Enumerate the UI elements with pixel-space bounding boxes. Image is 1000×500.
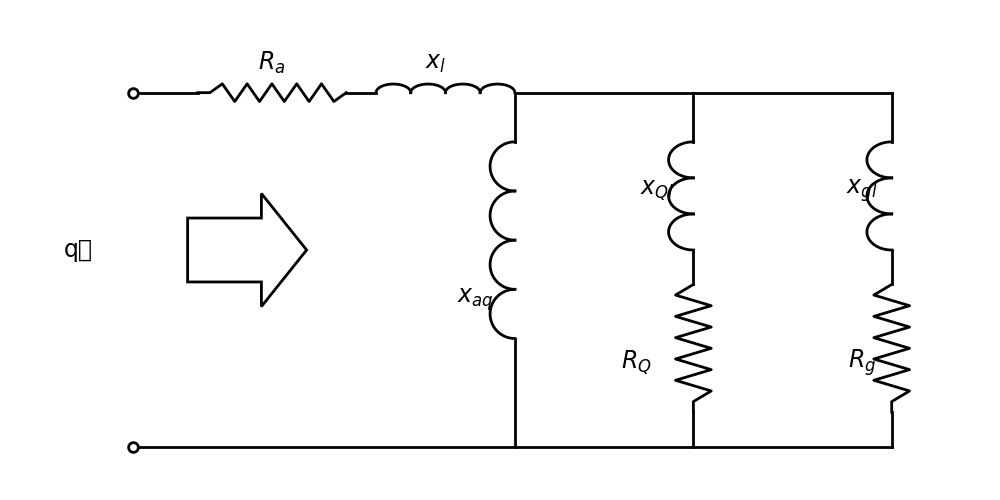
Text: $x_{gl}$: $x_{gl}$ [846, 178, 878, 204]
Text: $R_g$: $R_g$ [848, 348, 876, 378]
Text: $R_Q$: $R_Q$ [621, 349, 652, 377]
Text: $x_{aq}$: $x_{aq}$ [457, 286, 494, 312]
Text: q轴: q轴 [64, 238, 93, 262]
Polygon shape [188, 194, 307, 306]
Text: $x_{Ql}$: $x_{Ql}$ [640, 179, 674, 203]
Text: $x_l$: $x_l$ [425, 51, 446, 75]
Text: $R_a$: $R_a$ [258, 50, 286, 76]
